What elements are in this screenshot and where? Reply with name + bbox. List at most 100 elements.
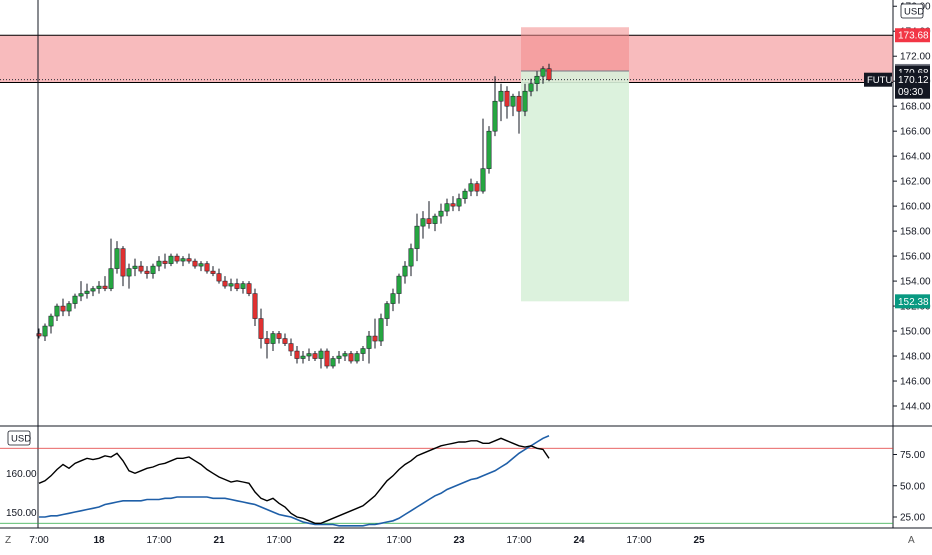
candle-down xyxy=(216,273,222,282)
candle-up xyxy=(150,265,156,274)
candle-up xyxy=(468,183,474,192)
candle-up xyxy=(96,285,102,289)
candle-up xyxy=(492,100,498,132)
candle-down xyxy=(186,258,192,262)
candle-up xyxy=(306,353,312,357)
candle-up xyxy=(72,295,78,304)
price-tick-label: 160.00 xyxy=(900,202,931,213)
candle-down xyxy=(288,343,294,352)
candle-up xyxy=(66,303,72,312)
target-zone xyxy=(521,70,629,302)
resistance-zone xyxy=(0,35,893,83)
osc-tick-label: 50.00 xyxy=(900,481,925,492)
candle-up xyxy=(132,265,138,269)
candle-up xyxy=(228,283,234,287)
corner-label-left: Z xyxy=(5,535,11,546)
corner-label-right: A xyxy=(908,535,915,546)
candle-up xyxy=(480,168,486,192)
candle-up xyxy=(456,198,462,207)
price-tick-label: 146.00 xyxy=(900,377,931,388)
candle-down xyxy=(162,260,168,264)
candle-up xyxy=(42,325,48,337)
candle-down xyxy=(204,263,210,272)
candle-down xyxy=(258,318,264,339)
price-tag xyxy=(895,294,930,309)
candle-up xyxy=(114,248,120,269)
candle-down xyxy=(450,203,456,207)
time-tick-label: 25 xyxy=(693,535,705,546)
candle-down xyxy=(138,265,144,272)
candle-up xyxy=(330,358,336,367)
oscillator-line xyxy=(38,437,550,524)
price-tick-label: 156.00 xyxy=(900,252,931,263)
candle-up xyxy=(300,355,306,359)
osc-overlay-label: 160.00 xyxy=(6,469,37,480)
candle-up xyxy=(126,268,132,277)
signal-line xyxy=(39,435,550,527)
countdown-label: 09:30 xyxy=(898,87,923,98)
candle-up xyxy=(414,225,420,249)
time-tick-label: 17:00 xyxy=(266,535,291,546)
time-tick-label: 22 xyxy=(333,535,345,546)
candle-down xyxy=(264,338,270,344)
candle-down xyxy=(546,68,552,80)
candle-up xyxy=(540,68,546,77)
candle-up xyxy=(342,353,348,357)
symbol-tag xyxy=(864,72,892,87)
time-tick-label: 21 xyxy=(213,535,225,546)
candle-up xyxy=(360,348,366,354)
candle-down xyxy=(294,350,300,359)
price-tick-label: 164.00 xyxy=(900,152,931,163)
candle-down xyxy=(474,183,480,192)
price-tick-label: 166.00 xyxy=(900,127,931,138)
candle-up xyxy=(48,315,54,327)
candle-down xyxy=(174,255,180,262)
candle-down xyxy=(60,305,66,312)
time-tick-label: 17:00 xyxy=(506,535,531,546)
stop-zone xyxy=(521,27,629,71)
symbol-label: FUTU xyxy=(867,75,892,86)
candle-up xyxy=(396,275,402,294)
price-tag-label: 152.38 xyxy=(898,297,929,308)
currency-badge xyxy=(900,3,924,19)
candle-up xyxy=(180,258,186,262)
candle-down xyxy=(246,283,252,294)
osc-tick-label: 75.00 xyxy=(900,450,925,461)
osc-currency-badge xyxy=(7,430,31,446)
candle-up xyxy=(318,350,324,359)
candle-up xyxy=(420,218,426,227)
candle-up xyxy=(384,303,390,319)
time-tick-label: 17:00 xyxy=(626,535,651,546)
candle-up xyxy=(354,353,360,362)
candle-up xyxy=(270,333,276,344)
time-tick-label: 17:00 xyxy=(386,535,411,546)
last-price-label: 170.12 xyxy=(898,75,929,86)
candle-up xyxy=(528,83,534,92)
candle-up xyxy=(54,305,60,317)
candle-down xyxy=(144,270,150,274)
candle-up xyxy=(336,355,342,359)
candle-down xyxy=(348,353,354,362)
candle-up xyxy=(522,90,528,112)
candle-up xyxy=(198,263,204,267)
candle-up xyxy=(78,293,84,297)
candle-down xyxy=(372,335,378,342)
candle-up xyxy=(438,210,444,217)
candle-up xyxy=(366,335,372,349)
candle-up xyxy=(444,203,450,212)
candle-down xyxy=(516,95,522,112)
time-tick-label: 7:00 xyxy=(29,535,49,546)
candle-down xyxy=(324,350,330,367)
candle-down xyxy=(192,260,198,267)
candle-up xyxy=(402,265,408,277)
candle-down xyxy=(102,285,108,289)
time-tick-label: 18 xyxy=(93,535,105,546)
time-tick-label: 24 xyxy=(573,535,585,546)
candle-down xyxy=(252,293,258,319)
candle-up xyxy=(510,95,516,107)
price-tick-label: 148.00 xyxy=(900,352,931,363)
osc-tick-label: 25.00 xyxy=(900,513,925,524)
price-tick-label: 144.00 xyxy=(900,402,931,413)
